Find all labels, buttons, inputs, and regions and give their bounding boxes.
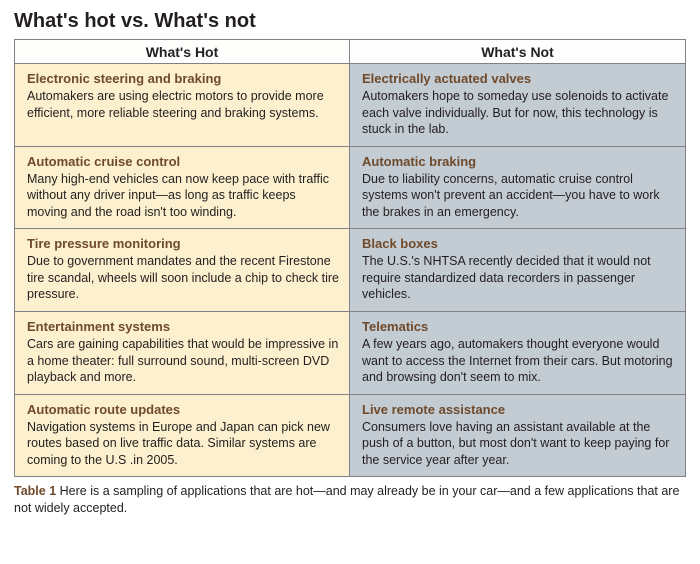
item-body: A few years ago, automakers thought ever… (362, 337, 673, 384)
page-title: What's hot vs. What's not (14, 10, 690, 33)
not-cell: Telematics A few years ago, automakers t… (350, 311, 685, 394)
item-title: Automatic braking (362, 153, 675, 170)
item-body: Navigation systems in Europe and Japan c… (27, 420, 330, 467)
item-title: Telematics (362, 318, 675, 335)
table-row: Electronic steering and braking Automake… (15, 64, 685, 146)
item-title: Black boxes (362, 235, 675, 252)
item-body: Automakers are using electric motors to … (27, 89, 324, 120)
item-title: Entertainment systems (27, 318, 339, 335)
item-body: Cars are gaining capabilities that would… (27, 337, 338, 384)
table-header-row: What's Hot What's Not (15, 40, 685, 64)
not-cell: Electrically actuated valves Automakers … (350, 64, 685, 146)
hot-cell: Electronic steering and braking Automake… (15, 64, 350, 146)
item-title: Electronic steering and braking (27, 70, 339, 87)
col-header-not: What's Not (350, 40, 685, 64)
item-title: Automatic route updates (27, 401, 339, 418)
hot-cell: Automatic cruise control Many high-end v… (15, 146, 350, 229)
item-title: Live remote assistance (362, 401, 675, 418)
hot-cell: Tire pressure monitoring Due to governme… (15, 228, 350, 311)
item-title: Electrically actuated valves (362, 70, 675, 87)
hot-cell: Entertainment systems Cars are gaining c… (15, 311, 350, 394)
table-row: Automatic cruise control Many high-end v… (15, 146, 685, 229)
table-row: Automatic route updates Navigation syste… (15, 394, 685, 477)
table-caption: Table 1 Here is a sampling of applicatio… (14, 483, 686, 517)
item-title: Tire pressure monitoring (27, 235, 339, 252)
table-row: Tire pressure monitoring Due to governme… (15, 228, 685, 311)
not-cell: Black boxes The U.S.'s NHTSA recently de… (350, 228, 685, 311)
not-cell: Live remote assistance Consumers love ha… (350, 394, 685, 477)
item-body: Consumers love having an assistant avail… (362, 420, 669, 467)
comparison-table: What's Hot What's Not Electronic steerin… (14, 39, 686, 477)
col-header-hot: What's Hot (15, 40, 350, 64)
item-body: The U.S.'s NHTSA recently decided that i… (362, 254, 651, 301)
table-row: Entertainment systems Cars are gaining c… (15, 311, 685, 394)
caption-text: Here is a sampling of applications that … (14, 484, 679, 515)
item-body: Due to liability concerns, automatic cru… (362, 172, 660, 219)
caption-label: Table 1 (14, 484, 56, 498)
item-body: Automakers hope to someday use solenoids… (362, 89, 668, 136)
item-title: Automatic cruise control (27, 153, 339, 170)
hot-cell: Automatic route updates Navigation syste… (15, 394, 350, 477)
not-cell: Automatic braking Due to liability conce… (350, 146, 685, 229)
item-body: Due to government mandates and the recen… (27, 254, 339, 301)
item-body: Many high-end vehicles can now keep pace… (27, 172, 329, 219)
